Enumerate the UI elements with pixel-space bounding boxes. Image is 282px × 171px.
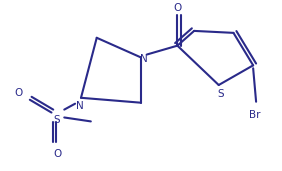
Text: S: S — [217, 89, 224, 99]
Text: O: O — [173, 3, 182, 13]
Text: O: O — [53, 149, 61, 159]
Text: N: N — [76, 101, 84, 111]
Text: N: N — [140, 54, 148, 64]
Text: S: S — [53, 115, 60, 125]
Text: Br: Br — [249, 109, 261, 120]
Text: O: O — [14, 88, 22, 98]
